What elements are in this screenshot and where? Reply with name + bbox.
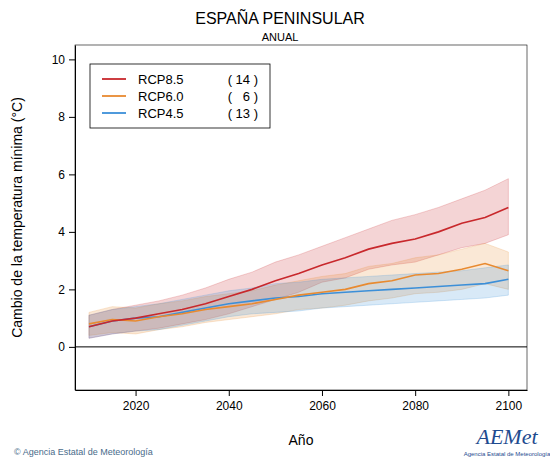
- tick-label: 10: [52, 53, 66, 67]
- tick-mark: [69, 174, 75, 175]
- tick: 2020: [123, 390, 150, 413]
- plot-frame: [75, 45, 527, 390]
- tick-mark: [229, 390, 230, 396]
- legend-item: RCP8.5 ( 14 ): [102, 72, 258, 87]
- tick: 2080: [402, 390, 429, 413]
- legend-label: RCP8.5: [138, 72, 184, 87]
- plot-area: [75, 179, 527, 347]
- tick-mark: [415, 390, 416, 396]
- legend: RCP8.5 ( 14 ) RCP6.0 ( 6 ) RCP4.5 ( 13 ): [90, 64, 270, 128]
- tick-label: 6: [58, 168, 65, 182]
- tick-mark: [322, 390, 323, 396]
- x-axis-title: Año: [289, 432, 314, 448]
- tick-mark: [69, 347, 75, 348]
- tick-label: 2060: [309, 399, 336, 413]
- y-axis-title: Cambio de la temperatura mínima (°C): [9, 97, 25, 338]
- tick: 2060: [309, 390, 336, 413]
- legend-item: RCP4.5 ( 13 ): [102, 106, 258, 121]
- tick-label: 2020: [123, 399, 150, 413]
- tick-mark: [136, 390, 137, 396]
- zero-line: [75, 346, 527, 347]
- tick-label: 2: [58, 283, 65, 297]
- tick-label: 8: [58, 110, 65, 124]
- legend-label: RCP6.0: [138, 89, 184, 104]
- tick-mark: [508, 390, 509, 396]
- tick: 2: [58, 283, 75, 297]
- tick-label: 4: [58, 225, 65, 239]
- tick: 2100: [496, 390, 523, 413]
- tick-mark: [69, 117, 75, 118]
- legend-box: [90, 64, 270, 128]
- source: © Agencia Estatal de Meteorología: [14, 447, 153, 457]
- tick: 4: [58, 225, 75, 239]
- tick: 8: [58, 110, 75, 124]
- tick: 0: [58, 340, 75, 354]
- legend-swatch: [102, 112, 126, 114]
- legend-count: ( 6 ): [228, 89, 258, 104]
- tick-mark: [69, 59, 75, 60]
- spread-band: [89, 179, 508, 339]
- subtitle: ANUAL: [262, 31, 299, 43]
- spread-band: [89, 265, 508, 338]
- tick: 10: [52, 53, 75, 67]
- chart: ESPAÑA PENINSULAR ANUAL 0 2 4 6 8 10 2020 2040 206…: [0, 0, 550, 462]
- tick-mark: [69, 289, 75, 290]
- title: ESPAÑA PENINSULAR: [195, 8, 365, 27]
- tick: 2040: [216, 390, 243, 413]
- x-axis: 2020 2040 2060 2080 2100: [76, 390, 528, 413]
- legend-item: RCP6.0 ( 6 ): [102, 89, 258, 104]
- legend-swatch: [102, 78, 126, 80]
- series-line: [89, 207, 508, 326]
- y-axis: 0 2 4 6 8 10: [52, 46, 76, 391]
- legend-count: ( 14 ): [228, 72, 258, 87]
- legend-count: ( 13 ): [228, 106, 258, 121]
- tick-label: 0: [58, 340, 65, 354]
- tick-label: 2100: [496, 399, 523, 413]
- tick: 6: [58, 168, 75, 182]
- logo-caption: Agencia Estatal de Meteorología: [464, 451, 550, 457]
- tick-label: 2040: [216, 399, 243, 413]
- tick-label: 2080: [402, 399, 429, 413]
- legend-swatch: [102, 95, 126, 97]
- legend-label: RCP4.5: [138, 106, 184, 121]
- tick-mark: [69, 232, 75, 233]
- logo: AEMet: [474, 424, 538, 449]
- series-line: [89, 279, 508, 326]
